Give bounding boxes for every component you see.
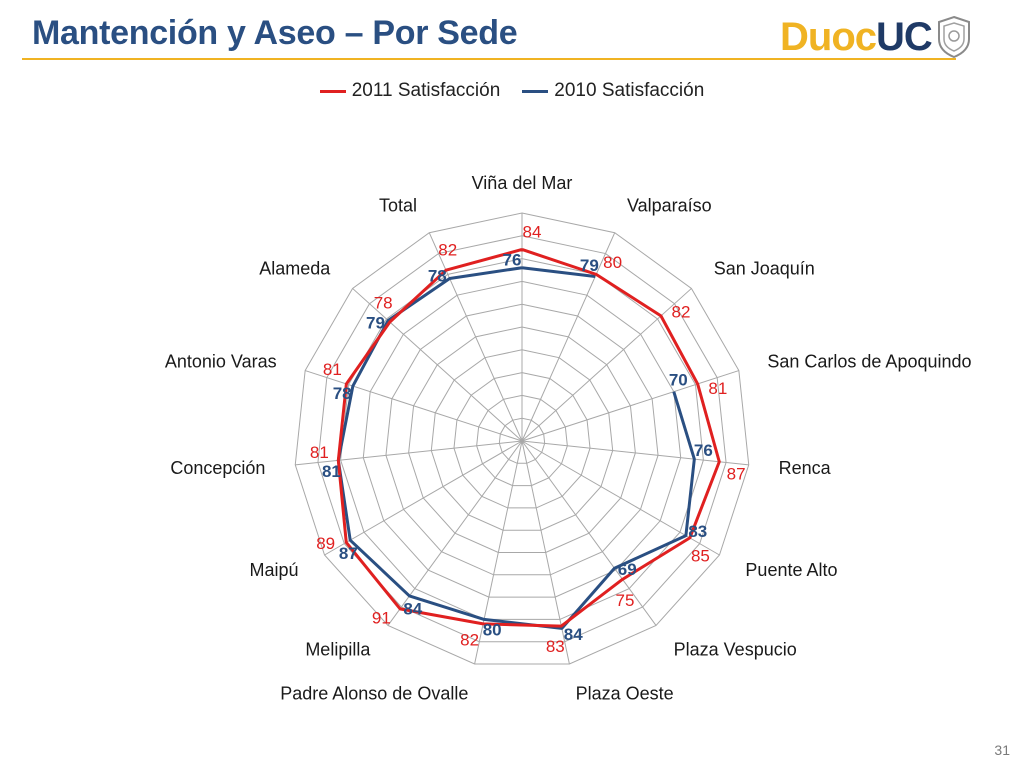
grid-spoke: [521, 232, 616, 442]
grid-spoke: [521, 370, 739, 442]
grid-ring: [430, 349, 614, 531]
series-line-2010-satisfaccion: [521, 266, 596, 278]
data-label-2011-satisfaccion-concepcion: 81: [310, 443, 329, 462]
category-label-plaza-oeste: Plaza Oeste: [576, 683, 674, 703]
grid-ring: [317, 235, 727, 643]
data-label-2010-satisfaccion-plaza-oeste: 84: [564, 625, 583, 644]
category-label-antonio-varas: Antonio Varas: [165, 351, 277, 371]
series-line-2011-satisfaccion: [336, 248, 721, 628]
title-underline: [22, 58, 956, 60]
data-label-2010-satisfaccion-total: 78: [428, 266, 447, 285]
data-label-2011-satisfaccion-padre-alonso-de-ovalle: 82: [460, 630, 479, 649]
data-label-2010-satisfaccion-maipu: 87: [339, 544, 358, 563]
category-label-san-joaquin: San Joaquín: [714, 258, 815, 278]
slide-title: Mantención y Aseo – Por Sede: [32, 14, 518, 52]
category-label-vina-del-mar: Viña del Mar: [472, 173, 573, 193]
legend-item-2011: 2011 Satisfacción: [319, 80, 501, 102]
data-label-2010-satisfaccion-melipilla: 84: [403, 599, 422, 618]
data-label-2011-satisfaccion-maipu: 89: [316, 534, 335, 553]
legend-item-2010: 2010 Satisfacción: [522, 80, 704, 102]
category-label-padre-alonso-de-ovalle: Padre Alonso de Ovalle: [280, 683, 468, 703]
data-label-2010-satisfaccion-puente-alto: 83: [688, 522, 707, 541]
category-label-valparaiso: Valparaíso: [627, 195, 712, 215]
data-label-2010-satisfaccion-antonio-varas: 78: [333, 384, 352, 403]
grid-spoke: [521, 288, 692, 442]
grid-spoke: [521, 440, 749, 466]
chart-legend: 2011 Satisfacción 2010 Satisfacción: [0, 80, 1024, 102]
data-label-2010-satisfaccion-concepcion: 81: [322, 462, 341, 481]
category-label-concepcion: Concepción: [170, 458, 265, 478]
data-label-2011-satisfaccion-antonio-varas: 81: [323, 360, 342, 379]
data-label-2011-satisfaccion-renca: 87: [727, 465, 746, 484]
data-label-2010-satisfaccion-padre-alonso-de-ovalle: 80: [483, 620, 502, 639]
data-label-2011-satisfaccion-vina-del-mar: 84: [523, 222, 542, 241]
grid-ring: [453, 372, 591, 509]
data-label-2011-satisfaccion-alameda: 78: [374, 294, 393, 313]
grid-spoke: [474, 440, 523, 665]
legend-label-2010: 2010 Satisfacción: [554, 80, 705, 101]
grid-spoke: [305, 370, 523, 442]
grid-ring: [294, 212, 750, 665]
data-label-2010-satisfaccion-renca: 76: [694, 441, 713, 460]
data-label-2011-satisfaccion-san-joaquin: 82: [672, 302, 691, 321]
category-label-puente-alto: Puente Alto: [745, 560, 837, 580]
category-label-melipilla: Melipilla: [305, 640, 371, 660]
category-label-plaza-vespucio: Plaza Vespucio: [674, 640, 797, 660]
data-label-2010-satisfaccion-san-carlos-de-apoquindo: 70: [669, 371, 688, 390]
data-label-2011-satisfaccion-valparaiso: 80: [603, 253, 622, 272]
grid-spoke: [295, 440, 523, 466]
duoc-uc-logo: Duoc UC: [780, 14, 972, 60]
data-label-2010-satisfaccion-alameda: 79: [366, 314, 385, 333]
series-line-2010-satisfaccion: [336, 266, 696, 630]
grid-spoke: [352, 288, 523, 442]
grid-ring: [385, 303, 659, 576]
category-label-alameda: Alameda: [259, 258, 331, 278]
data-label-2011-satisfaccion-plaza-vespucio: 75: [616, 591, 635, 610]
data-label-2010-satisfaccion-plaza-vespucio: 69: [618, 560, 637, 579]
data-label-2011-satisfaccion-san-carlos-de-apoquindo: 81: [708, 379, 727, 398]
data-label-2011-satisfaccion-melipilla: 91: [372, 609, 391, 628]
logo-uc-text: UC: [876, 14, 933, 59]
legend-swatch-2010: [522, 89, 549, 93]
data-label-2011-satisfaccion-plaza-oeste: 83: [546, 637, 565, 656]
data-label-2011-satisfaccion-total: 82: [438, 241, 457, 260]
category-label-renca: Renca: [779, 458, 832, 478]
data-label-2010-satisfaccion-vina-del-mar: 76: [503, 251, 522, 270]
category-label-maipu: Maipú: [250, 560, 299, 580]
category-label-san-carlos-de-apoquindo: San Carlos de Apoquindo: [767, 351, 971, 371]
legend-label-2011: 2011 Satisfacción: [351, 80, 501, 101]
grid-ring: [498, 417, 546, 464]
category-label-total: Total: [379, 195, 417, 215]
grid-spoke: [521, 440, 657, 626]
data-label-2011-satisfaccion-puente-alto: 85: [691, 547, 710, 566]
university-seal-icon: [937, 15, 970, 59]
grid-ring: [408, 326, 636, 554]
grid-ring: [362, 280, 682, 598]
grid-ring: [476, 394, 568, 487]
page-number: 31: [994, 742, 1010, 758]
logo-duoc-text: Duoc: [780, 14, 877, 59]
grid-spoke: [324, 440, 523, 556]
grid-spoke: [428, 232, 523, 442]
legend-swatch-2011: [319, 89, 346, 93]
data-label-2010-satisfaccion-valparaiso: 79: [580, 256, 599, 275]
